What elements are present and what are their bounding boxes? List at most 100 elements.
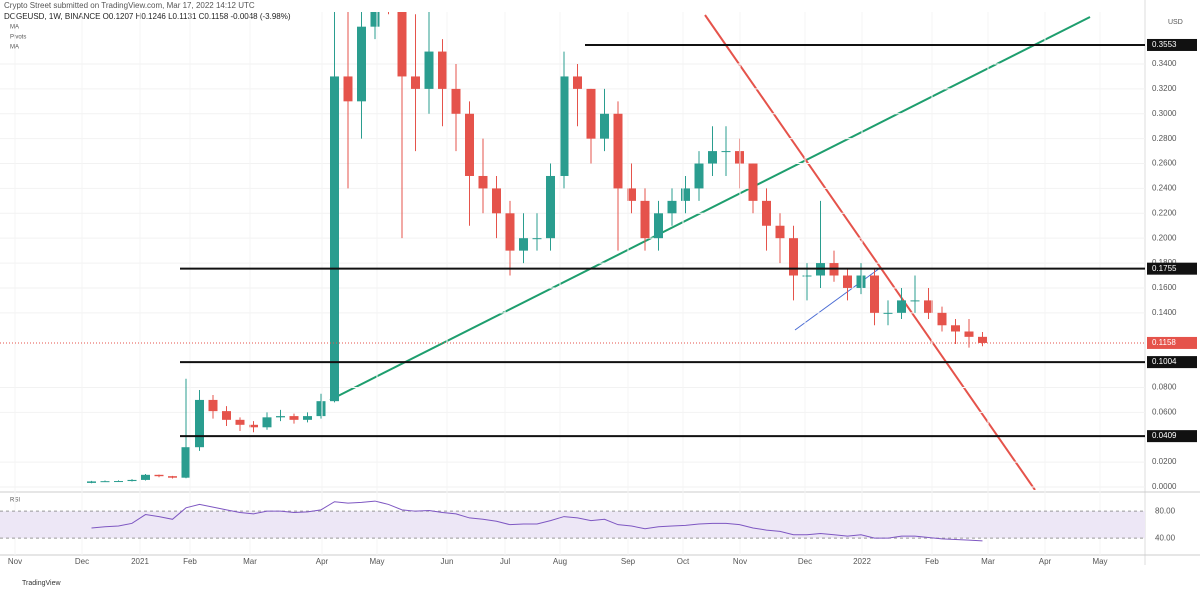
candle-body [964, 331, 974, 337]
candle-body [316, 401, 326, 417]
candle-body [708, 151, 717, 164]
candle-body [883, 312, 893, 314]
candle-body [343, 76, 353, 102]
x-tick-label: May [369, 557, 384, 566]
candle-body [748, 163, 758, 201]
level-label: 0.1004 [1152, 357, 1177, 366]
candle-body [802, 275, 812, 277]
x-tick-label: Aug [553, 557, 567, 566]
x-tick-label: Dec [75, 557, 89, 566]
candle-body [721, 151, 731, 153]
x-tick-label: 2022 [853, 557, 871, 566]
candle-body [87, 481, 96, 483]
level-label: 0.3553 [1152, 40, 1177, 49]
candle-body [519, 238, 528, 251]
candle-body [262, 417, 272, 428]
price-tag [1147, 336, 1197, 349]
candle-body [465, 113, 474, 176]
x-tick-label: Mar [243, 557, 257, 566]
candle-body [168, 476, 177, 478]
y-tick-label: 0.0200 [1152, 457, 1177, 466]
candle-body [208, 399, 218, 412]
x-tick-label: Apr [316, 557, 329, 566]
x-tick-label: Nov [733, 557, 747, 566]
rsi-tick-label: 40.00 [1155, 533, 1176, 542]
indicator-label: Pivots [10, 35, 26, 41]
x-tick-label: Mar [981, 557, 995, 566]
trendline [704, 14, 1036, 490]
candle-body [438, 51, 447, 89]
last-price-label: 0.1158 [1152, 338, 1176, 347]
y-tick-label: 0.2000 [1152, 233, 1177, 242]
x-tick-label: Oct [677, 557, 690, 566]
currency: USD [1168, 19, 1183, 26]
candle-body [492, 188, 501, 214]
x-tick-label: Apr [1039, 557, 1052, 566]
candle-body [978, 336, 987, 343]
candle-body [451, 88, 461, 114]
candle-body [937, 312, 947, 326]
y-tick-label: 0.1600 [1152, 283, 1177, 292]
candle-body [181, 447, 191, 478]
candle-body [357, 26, 366, 102]
y-tick-label: 0.2800 [1152, 134, 1177, 143]
candle-body [411, 76, 420, 89]
candle-body [789, 238, 798, 276]
x-tick-label: Feb [925, 557, 939, 566]
level-label: 0.0409 [1152, 431, 1177, 440]
candle-body [289, 416, 299, 420]
candle-body [100, 481, 110, 483]
plot-area [0, 12, 1145, 488]
trendlines [329, 14, 1091, 490]
rsi-line [91, 500, 983, 542]
level-tag [1147, 356, 1197, 369]
candle-body [141, 474, 150, 480]
candle-body [870, 275, 879, 313]
x-tick-label: Dec [798, 557, 812, 566]
candle-body [762, 200, 771, 226]
trendline [329, 16, 1091, 401]
candle-body [613, 113, 623, 189]
candle-body [627, 188, 636, 201]
candle-body [330, 76, 339, 402]
candle-body [276, 416, 285, 418]
logo: TradingView [22, 580, 61, 587]
level-tag [1147, 430, 1197, 443]
candle-body [424, 51, 434, 89]
candle-body [856, 275, 866, 288]
candle-body [222, 411, 231, 420]
y-tick-label: 0.2200 [1152, 208, 1177, 217]
candle-body [681, 188, 690, 201]
y-tick-label: 0.0800 [1152, 383, 1177, 392]
attribution: Crypto Street submitted on TradingView.c… [4, 1, 255, 10]
candle-body [127, 479, 137, 482]
y-tick-label: 0.2400 [1152, 184, 1177, 193]
y-tick-label: 0.3400 [1152, 59, 1177, 68]
candle-body [775, 225, 785, 239]
candle-body [154, 474, 164, 477]
candle-body [573, 76, 582, 89]
x-tick-label: May [1092, 557, 1107, 566]
candle-body [559, 76, 569, 176]
candle-body [505, 213, 515, 251]
x-tick-label: Sep [621, 557, 636, 566]
chart-title: DOGEUSD, 1W, BINANCE O0.1207 H0.1246 L0.… [4, 12, 291, 21]
level-tag [1147, 38, 1197, 51]
y-tick-label: 0.3000 [1152, 109, 1177, 118]
candle-body [532, 238, 542, 240]
candle-body [195, 399, 204, 448]
level-label: 0.1755 [1152, 264, 1177, 273]
candle-body [397, 12, 407, 77]
level-tag [1147, 262, 1197, 275]
candle-body [303, 416, 312, 420]
candle-body [640, 200, 650, 239]
candle-body [897, 300, 906, 313]
x-tick-label: Feb [183, 557, 197, 566]
candle-body [370, 12, 380, 27]
y-tick-label: 0.0000 [1152, 482, 1177, 491]
y-tick-label: 0.0600 [1152, 407, 1177, 416]
y-tick-label: 0.3200 [1152, 84, 1177, 93]
candle-body [586, 88, 596, 139]
candle-body [546, 175, 555, 239]
